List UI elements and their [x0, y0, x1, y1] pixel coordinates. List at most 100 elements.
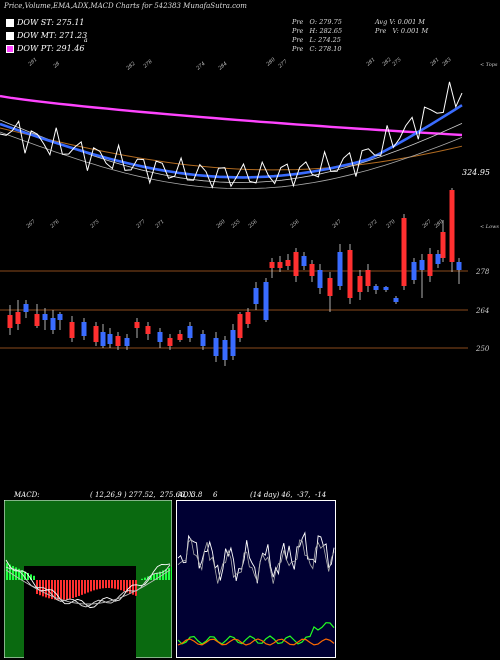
macd-histogram-bar: [123, 580, 125, 592]
macd-histogram-bar: [153, 574, 155, 580]
candle-body: [93, 326, 99, 342]
candle-body: [393, 298, 399, 302]
macd-histogram-bar: [156, 572, 158, 580]
low-value-label: 277: [135, 218, 148, 230]
legend-extra: a: [84, 37, 88, 44]
macd-histogram-bar: [126, 580, 128, 593]
candle-body: [7, 315, 13, 328]
top-value-label: 278: [142, 59, 154, 70]
ema-brown-line: [0, 127, 463, 171]
candle-body: [419, 260, 425, 270]
candle-body: [427, 254, 433, 276]
macd-histogram-bar: [162, 570, 164, 580]
macd-histogram-bar: [105, 580, 107, 589]
macd-dark-region: [24, 566, 136, 658]
macd-histogram-bar: [171, 566, 172, 580]
info-pre-high: Pre H: 282.65: [292, 27, 343, 35]
ema-st-line: [0, 104, 463, 179]
macd-histogram-bar: [117, 580, 119, 590]
adx-title: ADX: [178, 491, 194, 499]
macd-histogram-bar: [78, 580, 80, 597]
minus-di-line: [177, 638, 335, 646]
low-value-label: 267: [421, 218, 434, 230]
ema-mt2-line: [0, 131, 463, 190]
price-tick-label: 250: [475, 345, 490, 353]
candle-body: [357, 276, 363, 292]
macd-histogram-bar: [21, 570, 23, 580]
legend-label-st: DOW ST: 275.11: [17, 18, 85, 27]
low-value-label: 255: [230, 219, 242, 230]
macd-histogram-bar: [144, 577, 146, 580]
top-value-label: 282: [125, 61, 137, 72]
macd-histogram-bar: [99, 580, 101, 589]
candle-body: [230, 330, 236, 356]
candle-body: [293, 252, 299, 276]
candle-body: [213, 338, 219, 356]
macd-histogram-bar: [51, 580, 53, 600]
info-pre-close: Pre C: 278.10: [292, 45, 342, 53]
macd-histogram-bar: [84, 580, 86, 594]
macd-histogram-bar: [6, 563, 8, 580]
candle-body: [157, 332, 163, 342]
adx-period: 6: [213, 491, 218, 499]
legend-label-mt: DOW MT: 271.23: [17, 31, 88, 40]
top-value-label: 28: [52, 61, 62, 70]
candle-body: [449, 190, 455, 262]
candle-body: [57, 314, 63, 320]
top-value-label: 281: [429, 57, 441, 68]
price-chart: 278 264 250 < Tops < Lows 291 28 282 278 274 284 28…: [0, 56, 499, 366]
macd-histogram-bar: [33, 575, 35, 580]
macd-title: MACD:: [14, 491, 40, 499]
low-value-label: 280: [433, 218, 446, 230]
macd-histogram-bar: [57, 580, 59, 600]
macd-histogram-bar: [87, 580, 89, 593]
candle-body: [200, 334, 206, 346]
macd-histogram-bar: [165, 569, 167, 580]
candle-body: [337, 252, 343, 286]
low-value-label: 247: [331, 218, 344, 230]
top-value-label: 277: [277, 58, 290, 70]
macd-histogram-bar: [60, 580, 62, 600]
plus-di-line: [177, 622, 335, 645]
low-value-label: 260: [215, 218, 228, 230]
candle-body: [167, 338, 173, 346]
macd-histogram-bar: [141, 578, 143, 580]
price-line: [0, 81, 463, 189]
top-value-label: 283: [441, 57, 453, 68]
tops-label: < Tops: [480, 62, 498, 68]
info-pre-volume: Pre V: 0.001 M: [375, 27, 429, 35]
top-value-label: 274: [195, 61, 207, 72]
candle-body: [222, 340, 228, 360]
macd-histogram-bar: [159, 571, 161, 580]
low-value-label: 275: [89, 219, 101, 230]
candle-body: [177, 334, 183, 340]
macd-histogram-bar: [150, 575, 152, 580]
candle-body: [301, 256, 307, 266]
low-value-label: 267: [25, 218, 38, 230]
macd-histogram-bar: [63, 580, 65, 600]
candle-body: [69, 322, 75, 338]
macd-values: ( 12,26,9 ) 277.52, 275.66, 3.8: [90, 491, 203, 499]
macd-histogram-bar: [66, 580, 68, 600]
candle-body: [435, 254, 441, 264]
top-value-label: 281: [365, 57, 377, 68]
low-value-label: 256: [289, 218, 302, 230]
chart-title: Price,Volume,EMA,ADX,MACD Charts for 542…: [4, 2, 247, 10]
candle-body: [317, 270, 323, 288]
macd-histogram-bar: [102, 580, 104, 589]
candle-body: [145, 326, 151, 334]
macd-histogram-bar: [72, 580, 74, 599]
macd-histogram-bar: [111, 580, 113, 589]
macd-histogram-bar: [96, 580, 98, 590]
candle-body: [365, 270, 371, 286]
candle-body: [42, 314, 48, 320]
candle-body: [34, 314, 40, 326]
top-value-label: 282: [381, 57, 393, 68]
macd-histogram-bar: [69, 580, 71, 599]
candle-body: [50, 318, 56, 330]
legend-dow-mt: DOW MT: 271.23: [6, 31, 87, 40]
candle-body: [23, 304, 29, 312]
ema-pt-line: [0, 94, 463, 137]
top-value-label: 284: [217, 61, 229, 72]
macd-panel: [4, 500, 172, 658]
